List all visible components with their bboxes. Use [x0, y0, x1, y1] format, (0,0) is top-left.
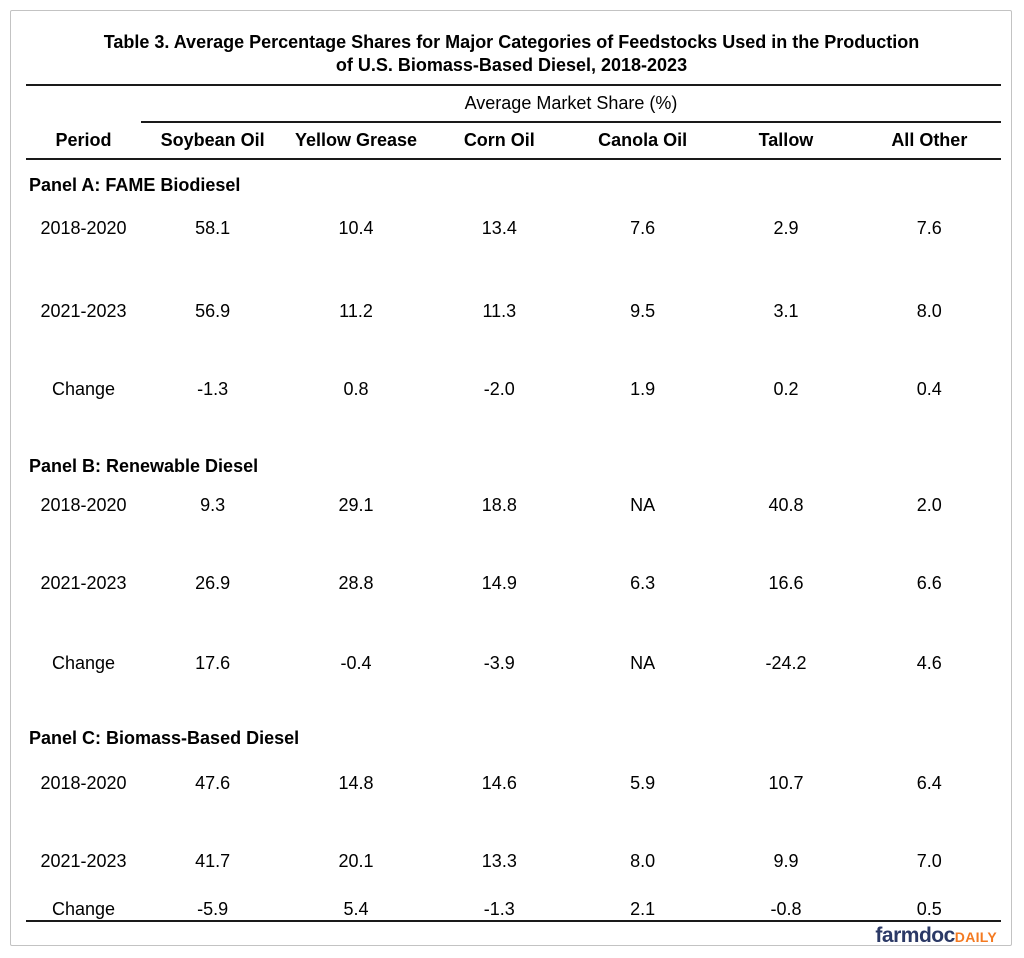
table-row: Change -5.9 5.4 -1.3 2.1 -0.8 0.5: [26, 898, 1001, 922]
column-header-corn-oil: Corn Oil: [427, 122, 571, 160]
value-cell: -3.9: [483, 653, 515, 673]
value-cell: 17.6: [195, 653, 231, 673]
value-cell: -0.4: [340, 653, 372, 673]
value-cell: 18.8: [481, 495, 517, 515]
value-cell: -5.9: [141, 898, 285, 922]
value-cell: 2.1: [570, 898, 715, 922]
value-cell: 7.6: [630, 218, 656, 238]
daily-logo-text: DAILY: [954, 929, 997, 945]
value-cell: 5.9: [630, 773, 656, 793]
table-row: 2018-2020 47.6 14.8 14.6 5.9 10.7 6.4: [26, 755, 1001, 844]
table-title-line1: Table 3. Average Percentage Shares for M…: [103, 32, 920, 52]
value-cell: 3.1: [773, 301, 799, 321]
table-row: 2021-2023 41.7 20.1 13.3 8.0 9.9 7.0: [26, 844, 1001, 898]
column-header-yellow-grease: Yellow Grease: [284, 122, 428, 160]
value-cell: 11.2: [339, 301, 373, 321]
value-cell: -2.0: [483, 379, 515, 399]
table-row: 2018-2020 9.3 29.1 18.8 NA 40.8 2.0: [26, 488, 1001, 566]
value-cell: 56.9: [195, 301, 231, 321]
value-cell: 4.6: [916, 653, 942, 673]
value-cell: 2.9: [773, 218, 799, 238]
value-cell: -1.3: [427, 898, 571, 922]
period-cell: Change: [26, 898, 141, 922]
period-cell: 2021-2023: [40, 301, 127, 321]
panel-label: Panel C: Biomass-Based Diesel: [29, 727, 300, 748]
value-cell: 10.7: [768, 773, 804, 793]
value-cell: 11.3: [482, 301, 517, 321]
period-cell: 2018-2020: [40, 773, 127, 793]
value-cell: -1.3: [197, 379, 229, 399]
column-header-row: Period Soybean Oil Yellow Grease Corn Oi…: [26, 122, 1001, 160]
value-cell: 0.5: [857, 898, 1001, 922]
value-cell: 14.9: [481, 573, 517, 593]
value-cell: 1.9: [630, 379, 656, 399]
panel-label: Panel B: Renewable Diesel: [29, 456, 259, 476]
column-header-period: Period: [26, 122, 141, 160]
value-cell: 16.6: [768, 573, 804, 593]
column-header-soybean-oil: Soybean Oil: [141, 122, 285, 160]
value-cell: 28.8: [338, 573, 374, 593]
value-cell: 14.8: [338, 773, 374, 793]
value-cell: 9.5: [630, 301, 656, 321]
period-cell: Change: [51, 653, 116, 673]
table-row: Change 17.6 -0.4 -3.9 NA -24.2 4.6: [26, 646, 1001, 721]
value-cell: 9.9: [773, 851, 799, 871]
group-header-spacer: [26, 85, 141, 122]
feedstock-shares-table: Average Market Share (%) Period Soybean …: [26, 84, 1001, 922]
value-cell: 7.0: [916, 851, 942, 871]
group-header-row: Average Market Share (%): [26, 85, 1001, 123]
group-header: Average Market Share (%): [141, 85, 1001, 123]
value-cell: 6.4: [916, 773, 942, 793]
value-cell: 13.4: [481, 218, 517, 238]
value-cell: 7.6: [916, 218, 942, 238]
value-cell: 26.9: [195, 573, 231, 593]
period-cell: 2018-2020: [40, 218, 127, 238]
panel-label: Panel A: FAME Biodiesel: [29, 175, 241, 195]
table-title: Table 3. Average Percentage Shares for M…: [26, 31, 997, 77]
table-row: 2021-2023 26.9 28.8 14.9 6.3 16.6 6.6: [26, 566, 1001, 646]
value-cell: 0.8: [343, 379, 369, 399]
value-cell: -24.2: [765, 653, 807, 673]
panel-b-label-row: Panel B: Renewable Diesel: [26, 445, 1001, 488]
value-cell: 5.4: [284, 898, 428, 922]
table-row: 2018-2020 58.1 10.4 13.4 7.6 2.9 7.6: [26, 211, 1001, 294]
value-cell: -0.8: [714, 898, 858, 922]
period-cell: 2021-2023: [40, 573, 127, 593]
column-header-tallow: Tallow: [714, 122, 858, 160]
value-cell: 29.1: [338, 495, 374, 515]
value-cell: 14.6: [481, 773, 517, 793]
value-cell: 0.2: [773, 379, 799, 399]
column-header-all-other: All Other: [857, 122, 1001, 160]
farmdoc-logo-text: farmdoc: [875, 924, 955, 947]
value-cell: 47.6: [195, 773, 231, 793]
value-cell: NA: [630, 495, 656, 515]
value-cell: 10.4: [338, 218, 374, 238]
value-cell: 8.0: [916, 301, 942, 321]
value-cell: 20.1: [338, 851, 374, 871]
value-cell: 6.3: [630, 573, 656, 593]
farmdoc-daily-logo: farmdocDAILY: [26, 924, 997, 950]
value-cell: 9.3: [200, 495, 226, 515]
table-row: Change -1.3 0.8 -2.0 1.9 0.2 0.4: [26, 372, 1001, 445]
value-cell: 58.1: [195, 218, 231, 238]
table-row: 2021-2023 56.9 11.2 11.3 9.5 3.1 8.0: [26, 294, 1001, 372]
period-cell: 2018-2020: [40, 495, 127, 515]
value-cell: 0.4: [916, 379, 942, 399]
value-cell: 2.0: [916, 495, 942, 515]
value-cell: 40.8: [768, 495, 804, 515]
value-cell: 41.7: [195, 851, 231, 871]
table-title-line2: of U.S. Biomass-Based Diesel, 2018-2023: [335, 55, 688, 75]
period-cell: 2021-2023: [40, 851, 127, 871]
value-cell: 6.6: [916, 573, 942, 593]
value-cell: NA: [630, 653, 656, 673]
panel-a-label-row: Panel A: FAME Biodiesel: [26, 159, 1001, 211]
value-cell: 8.0: [630, 851, 656, 871]
period-cell: Change: [51, 379, 116, 399]
panel-c-label-row: Panel C: Biomass-Based Diesel: [26, 721, 1001, 755]
value-cell: 13.3: [481, 851, 517, 871]
figure-frame: Table 3. Average Percentage Shares for M…: [10, 10, 1012, 947]
column-header-canola-oil: Canola Oil: [570, 122, 715, 160]
